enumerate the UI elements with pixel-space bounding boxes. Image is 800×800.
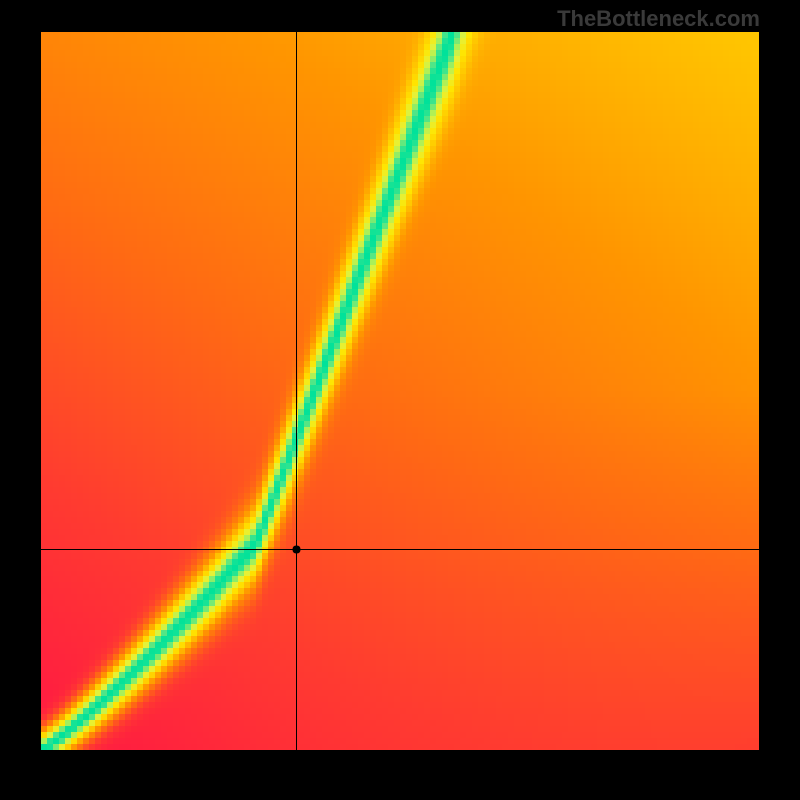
chart-container: TheBottleneck.com	[0, 0, 800, 800]
watermark-text: TheBottleneck.com	[557, 6, 760, 32]
bottleneck-heatmap	[41, 32, 759, 750]
